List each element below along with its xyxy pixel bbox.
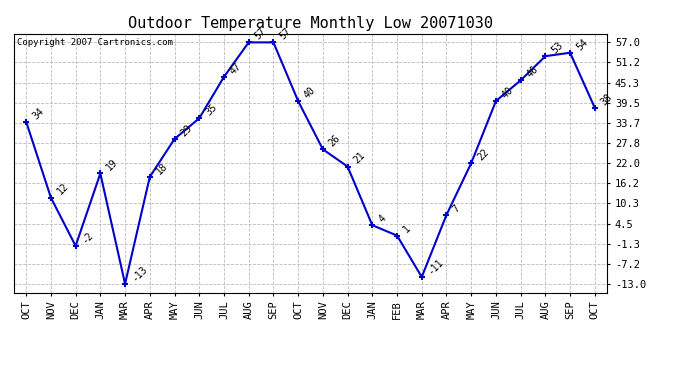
Text: 40: 40 [302,85,317,100]
Text: 22: 22 [475,147,491,162]
Text: 21: 21 [352,150,367,166]
Title: Outdoor Temperature Monthly Low 20071030: Outdoor Temperature Monthly Low 20071030 [128,16,493,31]
Text: 1: 1 [401,224,413,235]
Text: 4: 4 [377,213,388,225]
Text: 57: 57 [277,26,293,42]
Text: 38: 38 [599,92,614,107]
Text: -13: -13 [129,264,149,283]
Text: -11: -11 [426,256,446,276]
Text: 26: 26 [327,133,342,148]
Text: 40: 40 [500,85,515,100]
Text: 54: 54 [574,37,590,52]
Text: 18: 18 [154,161,169,176]
Text: 46: 46 [525,64,540,80]
Text: 12: 12 [55,182,70,197]
Text: 53: 53 [549,40,565,56]
Text: 7: 7 [451,203,462,214]
Text: 19: 19 [104,158,120,173]
Text: 29: 29 [179,123,194,138]
Text: Copyright 2007 Cartronics.com: Copyright 2007 Cartronics.com [17,38,172,46]
Text: -2: -2 [80,230,95,245]
Text: 47: 47 [228,61,244,76]
Text: 57: 57 [253,26,268,42]
Text: 34: 34 [30,106,46,121]
Text: 35: 35 [204,102,219,117]
